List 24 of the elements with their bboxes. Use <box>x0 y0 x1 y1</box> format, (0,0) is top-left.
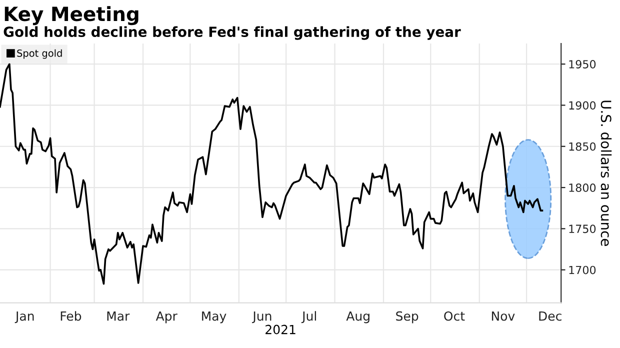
line-series <box>0 63 544 285</box>
chart-subtitle: Gold holds decline before Fed's final gathering of the year <box>4 26 461 40</box>
y-tick-label: 1750 <box>569 224 596 234</box>
y-tick-label: 1950 <box>569 60 596 68</box>
x-tick-label: Mar <box>107 311 130 321</box>
x-tick-label: Sep <box>396 311 418 324</box>
y-tick-label: 1800 <box>569 184 596 192</box>
x-tick-label: Nov <box>492 311 515 321</box>
x-tick-label: May <box>202 311 226 324</box>
x-tick-label: Aug <box>346 311 370 324</box>
x-tick-label: Oct <box>444 311 465 321</box>
x-tick-label: Feb <box>60 311 82 321</box>
y-tick-label: 1700 <box>569 266 596 274</box>
x-tick-label: Jul <box>301 311 316 324</box>
x-axis-title: 2021 <box>266 324 296 334</box>
y-axis-title: U.S. dollars an ounce <box>600 100 612 246</box>
chart-title: Key Meeting <box>4 6 138 26</box>
y-tick-label: 1900 <box>569 101 596 110</box>
x-tick-label: Apr <box>156 311 178 324</box>
legend-label: Spot gold <box>17 49 62 59</box>
x-tick-label: Jan <box>14 311 34 324</box>
y-tick-label: 1850 <box>569 142 596 151</box>
x-tick-label: Jun <box>252 311 272 324</box>
x-tick-label: Dec <box>539 311 562 321</box>
